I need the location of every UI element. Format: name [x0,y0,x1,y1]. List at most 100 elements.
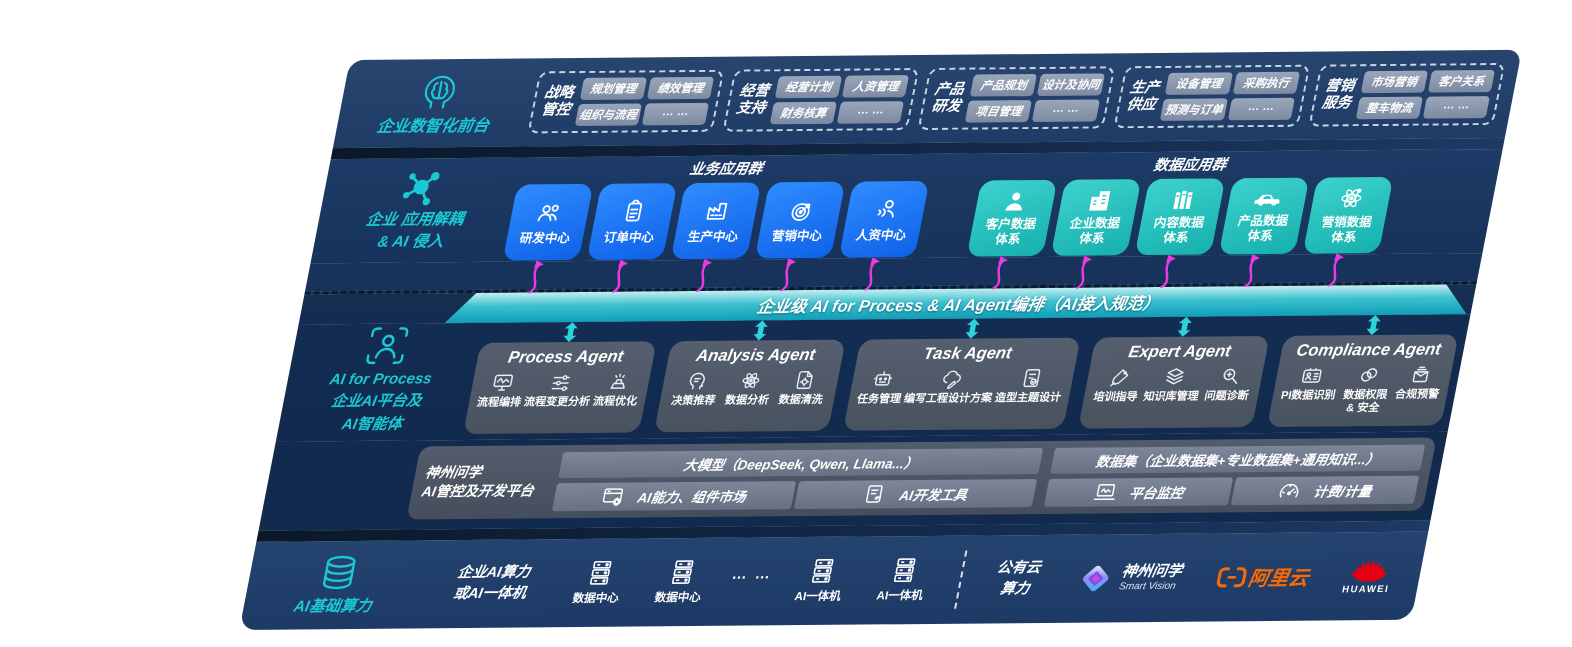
data-app-content: 内容数据体系 [1134,178,1226,289]
gauge-icon [1276,479,1304,501]
magenta-arrow [987,255,1016,290]
group-title: 生产供应 [1125,79,1161,114]
books-icon [1168,188,1199,212]
agent-title: Compliance Agent [1294,340,1443,360]
smartvision-diamond-logo [1074,560,1117,596]
group-strategy: 战略管控 规划管理 绩效管理 组织与流程 … … [527,69,725,134]
agent-item-label: 流程编排 [475,396,523,409]
node-ai-appliance: AI一体机 [775,557,866,605]
brain-circuit-icon [416,71,464,111]
id-card-icon [1299,365,1325,387]
chip: 财务核算 [769,101,838,125]
magenta-arrow [691,258,720,293]
server-icon [805,557,840,585]
app-label: 客户数据体系 [984,217,1038,247]
cloud-edit-icon [939,368,965,390]
agents-label-line3: AI智能体 [340,415,404,433]
hr-person-icon [869,196,902,224]
chip: 组织与流程 [574,103,642,127]
business-app-marketing-center: 营销中心 [754,181,846,292]
magenta-arrow [859,256,888,291]
group-title: 战略管控 [539,84,576,119]
target-icon [785,196,818,224]
chip: 规划管理 [579,77,648,100]
agent-item-label: 问题诊断 [1203,390,1250,403]
agent-item-label: 培训指导 [1092,391,1139,404]
front-office-label: 企业数智化前台 [375,117,491,136]
order-clipboard-icon [617,198,650,226]
magenta-arrow [523,259,552,294]
agents-band: AI for Process 企业AI平台及 AI智能体 Process Age… [275,314,1471,442]
chip: 采购执行 [1232,71,1300,95]
chip: 市场营销 [1360,70,1428,94]
agent-process: Process Agent 流程编排 流程变更分析 流程优化 [463,321,661,434]
node-label: 数据中心 [653,592,702,605]
window-gear-icon [600,485,628,507]
group-title: 营销服务 [1320,77,1356,112]
enterprise-compute-label: 企业AI算力 或AI一体机 [452,564,532,602]
group-marketing: 营销服务 市场营销 客户关系 整车物流 … … [1308,62,1506,127]
person-scan-icon [361,323,414,367]
app-label: 研发中心 [518,230,572,246]
agent-item-label: 合规预警 [1393,388,1441,401]
app-label: 内容数据体系 [1152,215,1206,245]
vendor-smartvision: 神州问学 Smart Vision [1074,559,1184,596]
atom-icon [1336,185,1367,211]
vendor-name: 神州问学 [1120,563,1184,581]
compute-nodes: 数据中心 数据中心 … … AI一体机 AI一体机 [553,556,948,606]
cell-label: AI能力、组件市场 [636,489,748,506]
doc-tools-icon [862,483,890,505]
chip: … … [1227,97,1295,121]
vendor-huawei: HUAWEI [1341,557,1395,595]
data-app-marketing: 营销数据体系 [1302,176,1394,287]
database-icon [313,554,364,592]
platform-cell-ai-market: AI能力、组件市场 [551,480,796,512]
agent-item-label: 任务管理 [855,393,903,406]
server-icon [583,559,618,587]
ai-bar-label: 企业级 AI for Process & AI Agent编排（AI接入规范） [755,294,1161,317]
agent-item-label: 数据分析 [723,394,771,407]
agent-item-label: 造型主题设计 [993,391,1063,405]
magenta-arrow [607,259,636,293]
diagnose-icon [1217,365,1243,387]
teal-double-arrow [1364,315,1384,336]
doc-gear-icon [791,369,817,391]
group-supply: 生产供应 设备管理 采购执行 预测与订单 … … [1112,64,1311,129]
node-datacenter: 数据中心 [553,559,644,607]
building-icon [1084,188,1115,212]
platform-panel: 神州问学 AI管控及开发平台 大模型（DeepSeek, Qwen, Llama… [406,437,1437,520]
app-layer-band: 企业 应用解耦 & AI 侵入 业务应用群 研发中心 订单中心 [310,148,1503,294]
platform-label-line1: 神州问学 [423,464,484,481]
laptop-monitor-icon [1091,481,1119,503]
molecule-icon [395,168,447,208]
node-datacenter: 数据中心 [635,558,726,606]
server-icon [665,558,700,586]
teal-double-arrow [751,320,771,341]
data-group-title: 数据应用群 [1152,157,1228,175]
agent-title: Expert Agent [1126,342,1233,362]
data-app-customer: 客户数据体系 [966,179,1058,290]
app-label: 人资中心 [854,227,908,243]
agent-item-label: 流程变更分析 [522,395,592,409]
layers-icon [1162,366,1188,388]
agent-expert: Expert Agent 培训指导 知识库管理 问题诊断 [1077,316,1274,429]
node-label: AI一体机 [793,590,842,604]
chip: 设计及协同 [1037,73,1105,97]
chip: 整车物流 [1355,96,1423,120]
chip: … … [1422,96,1491,119]
chip: 经营计划 [774,75,843,99]
data-app-group: 数据应用群 客户数据体系 企业数据体系 内容数据体系 [966,150,1398,290]
dashed-vertical-divider [954,550,968,609]
magenta-arrow [775,257,804,292]
agents-label-group: AI for Process 企业AI平台及 AI智能体 [277,323,485,436]
chip: 绩效管理 [646,76,715,100]
vendor-name: HUAWEI [1341,583,1391,596]
chip: 客户关系 [1427,70,1496,93]
chip: … … [1032,99,1100,123]
front-office-label-group: 企业数智化前台 [335,70,540,137]
head-idea-icon [684,370,710,392]
group-title: 经营支持 [734,82,771,117]
training-icon [1106,366,1132,388]
group-operation: 经营支持 经营计划 人资管理 财务核算 … … [722,68,920,132]
chip: 产品规划 [969,74,1038,97]
